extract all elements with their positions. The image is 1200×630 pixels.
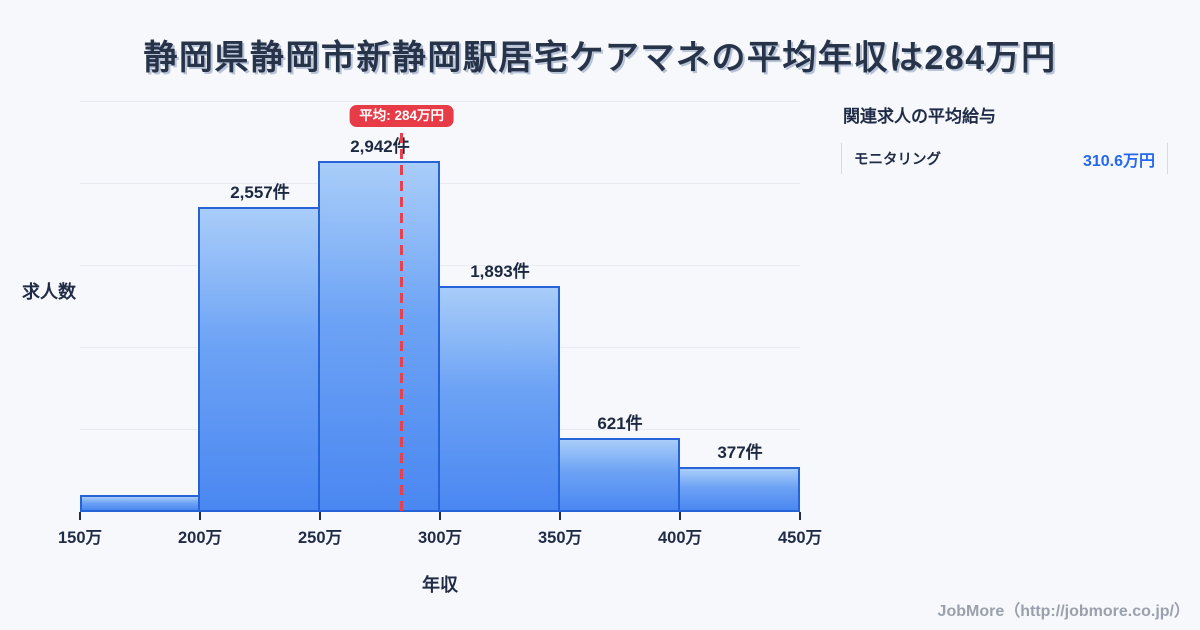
histogram-bar <box>558 438 680 512</box>
related-jobs-panel-title: 関連求人の平均給与 <box>843 107 996 126</box>
bar-value-label: 2,557件 <box>230 183 290 202</box>
histogram-bar <box>678 467 800 512</box>
x-axis-tick <box>559 512 561 520</box>
gridline <box>80 101 800 102</box>
bar-value-label: 2,942件 <box>350 137 410 156</box>
bar-value-label: 621件 <box>597 414 643 433</box>
page-title: 静岡県静岡市新静岡駅居宅ケアマネの平均年収は284万円 <box>143 39 1057 77</box>
histogram-plot-area: 2,557件 2,942件 1,893件 621件 377件 150万 200万 250万 30… <box>58 100 822 547</box>
related-jobs-panel: 関連求人の平均給与 モニタリング 310.6万円 <box>841 102 1169 174</box>
x-axis-tick <box>319 512 321 520</box>
x-axis-tick-label: 250万 <box>297 529 343 547</box>
histogram-bar <box>318 161 440 512</box>
average-salary-badge: 平均: 284万円 <box>349 105 454 127</box>
y-axis-label: 求人数 <box>22 282 76 302</box>
bar-value-label: 377件 <box>717 443 763 462</box>
x-axis-tick-label: 150万 <box>57 529 103 547</box>
x-axis-tick-label: 350万 <box>537 529 583 547</box>
gridline <box>80 265 800 266</box>
x-axis-tick-label: 300万 <box>417 529 463 547</box>
related-job-row: モニタリング 310.6万円 <box>841 143 1168 174</box>
x-axis-label: 年収 <box>422 575 458 595</box>
x-axis-tick <box>679 512 681 520</box>
x-axis-tick <box>799 512 801 520</box>
histogram-bar <box>438 286 560 512</box>
x-axis-tick-label: 200万 <box>177 529 223 547</box>
bar-value-label: 1,893件 <box>470 262 530 281</box>
x-axis-tick-label: 400万 <box>657 529 703 547</box>
average-salary-line <box>400 133 404 512</box>
x-axis-tick-label: 450万 <box>777 529 823 547</box>
site-credit: JobMore（http://jobmore.co.jp/） <box>937 603 1190 620</box>
related-job-label: モニタリング <box>854 152 941 168</box>
x-axis-tick <box>439 512 441 520</box>
x-axis-tick <box>79 512 81 520</box>
histogram-bar <box>198 207 320 512</box>
histogram-bar <box>80 495 200 512</box>
x-axis-tick <box>199 512 201 520</box>
gridline <box>80 183 800 184</box>
related-job-value: 310.6万円 <box>1082 152 1155 170</box>
